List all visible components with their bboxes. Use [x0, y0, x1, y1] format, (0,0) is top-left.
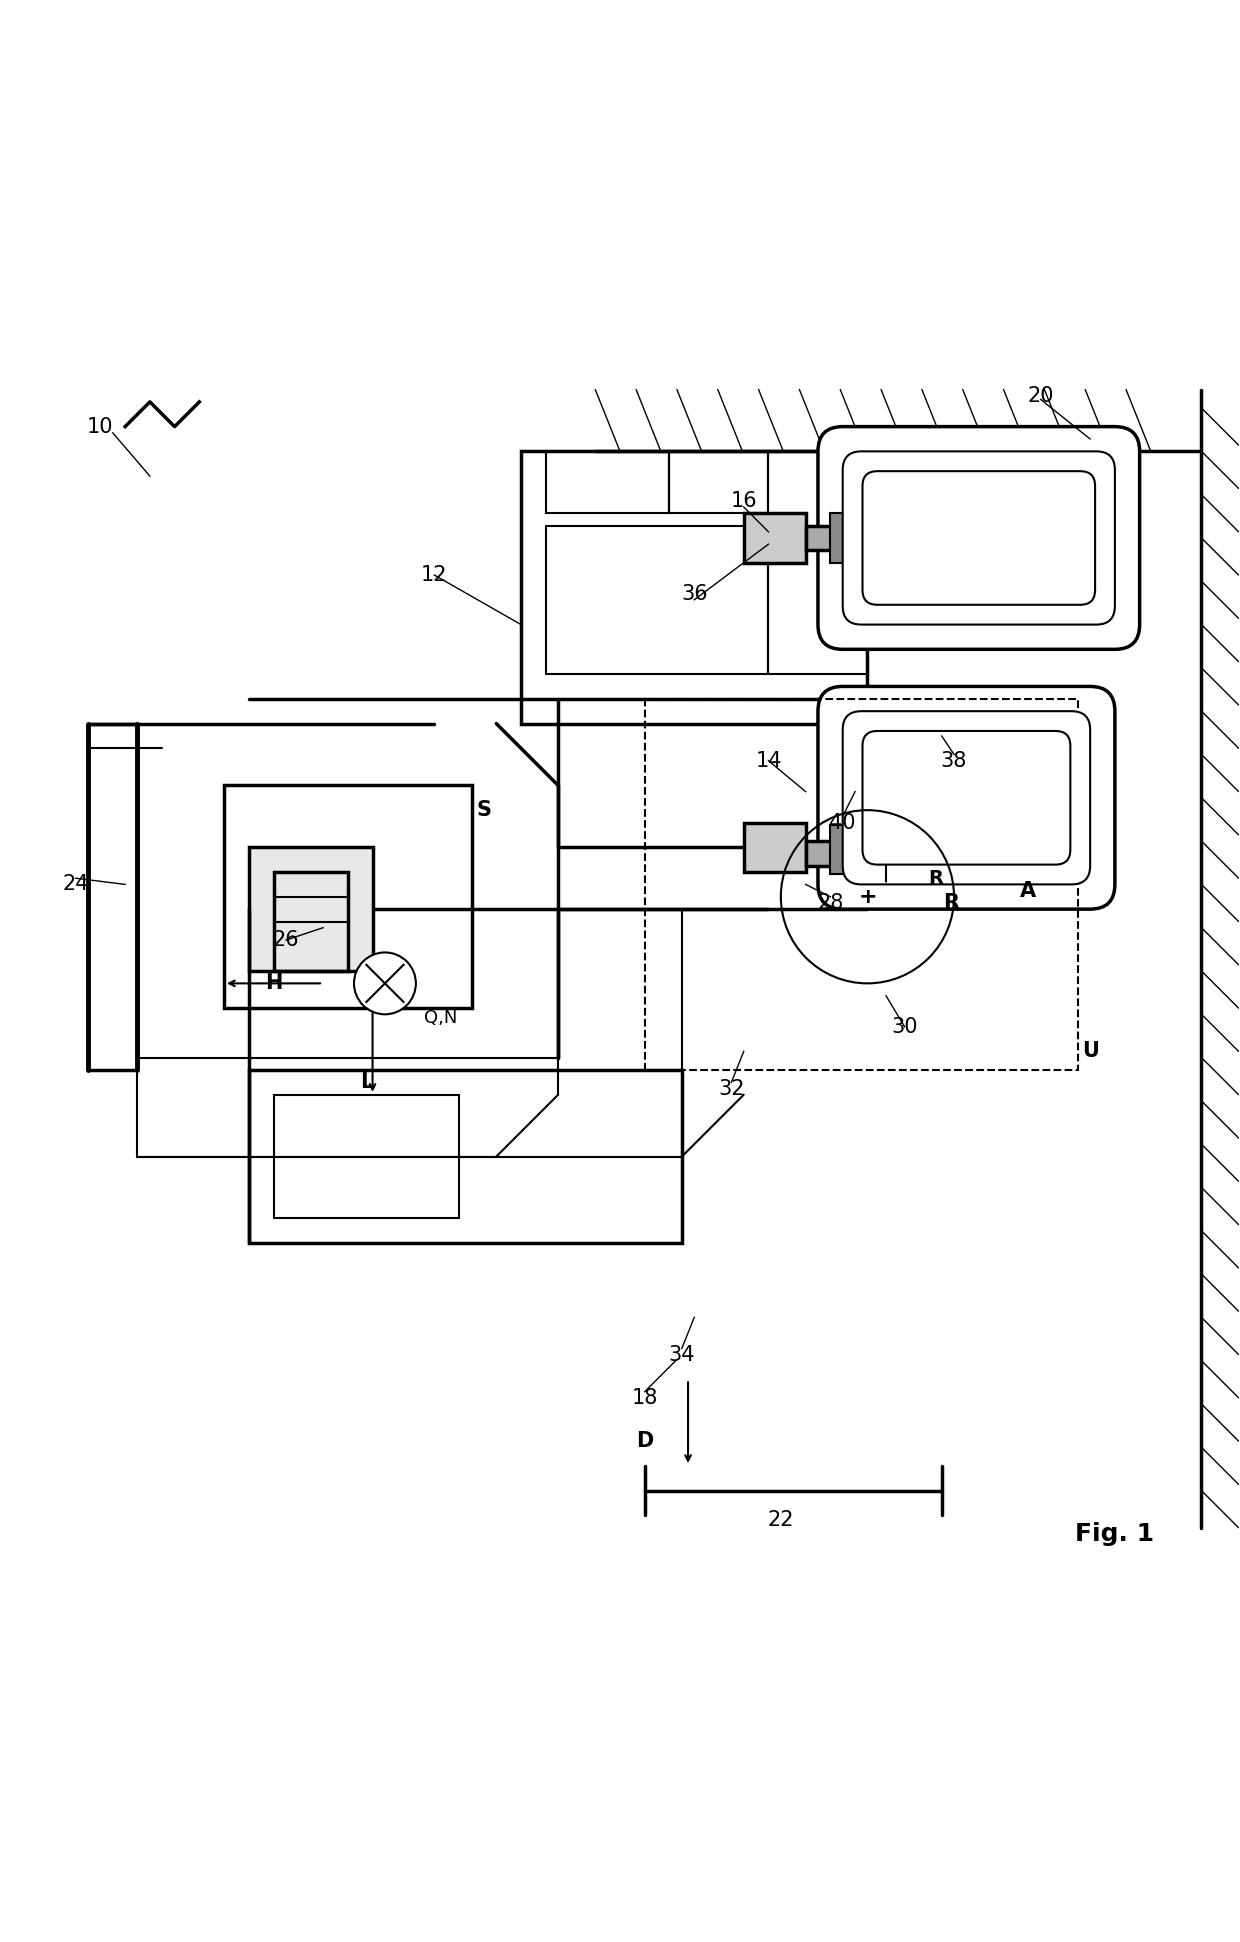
Text: A: A	[1021, 880, 1037, 901]
Bar	[546, 451, 670, 513]
Bar	[744, 823, 806, 872]
Bar	[670, 451, 769, 513]
Text: L: L	[360, 1072, 373, 1091]
Text: 36: 36	[681, 585, 708, 604]
Text: D: D	[636, 1431, 653, 1451]
FancyBboxPatch shape	[863, 472, 1095, 604]
Text: 14: 14	[755, 752, 781, 771]
Text: 16: 16	[730, 491, 758, 511]
Bar	[831, 825, 868, 874]
Bar	[645, 699, 1078, 1070]
Text: 34: 34	[668, 1344, 696, 1365]
Bar	[831, 513, 868, 563]
Bar	[249, 847, 372, 971]
FancyBboxPatch shape	[843, 451, 1115, 625]
Bar	[744, 513, 806, 563]
Text: 24: 24	[62, 874, 89, 895]
Text: 28: 28	[817, 893, 843, 913]
Text: 30: 30	[892, 1018, 918, 1037]
Text: 12: 12	[422, 565, 448, 585]
Bar	[274, 1095, 459, 1218]
Text: U: U	[1081, 1041, 1099, 1062]
Text: Q,N: Q,N	[424, 1010, 458, 1027]
Text: H: H	[265, 973, 283, 994]
Text: 38: 38	[941, 752, 967, 771]
Text: 18: 18	[631, 1389, 658, 1408]
Bar	[806, 526, 843, 550]
Text: 40: 40	[830, 812, 856, 833]
Bar	[806, 841, 843, 866]
Bar	[224, 785, 471, 1008]
Text: 32: 32	[718, 1078, 744, 1099]
Text: S: S	[476, 800, 491, 820]
Text: Fig. 1: Fig. 1	[1075, 1523, 1154, 1546]
Bar	[769, 526, 868, 674]
FancyBboxPatch shape	[843, 711, 1090, 884]
FancyBboxPatch shape	[818, 686, 1115, 909]
Bar	[521, 451, 868, 724]
Text: 20: 20	[1028, 386, 1054, 406]
Text: 26: 26	[273, 930, 299, 950]
Text: 10: 10	[87, 418, 114, 437]
Text: R: R	[928, 868, 942, 887]
Text: R: R	[944, 893, 960, 913]
Bar	[249, 1070, 682, 1243]
Bar	[546, 526, 769, 674]
FancyBboxPatch shape	[863, 730, 1070, 864]
Bar	[274, 872, 347, 971]
FancyBboxPatch shape	[818, 427, 1140, 649]
Circle shape	[353, 952, 415, 1014]
Text: +: +	[858, 887, 877, 907]
Text: 22: 22	[768, 1511, 794, 1530]
